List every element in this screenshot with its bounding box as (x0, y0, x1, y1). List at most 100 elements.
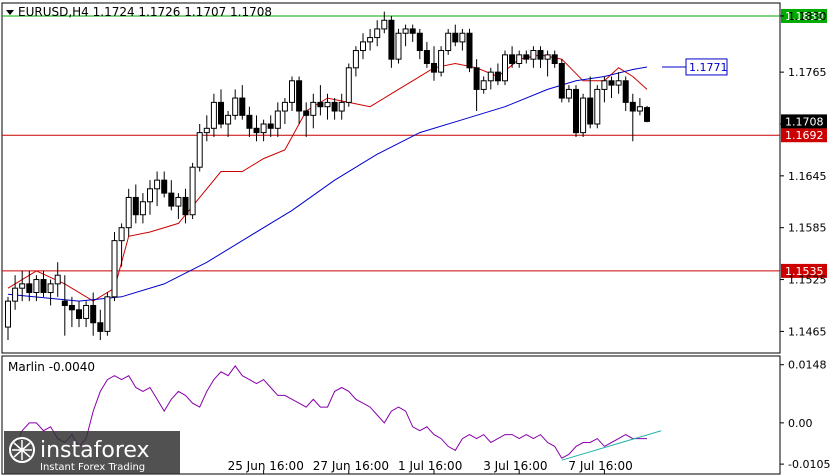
candle-body (104, 296, 111, 332)
candle-body (629, 101, 636, 112)
candle-body (608, 80, 615, 86)
candle-body (33, 279, 40, 294)
candle-body (331, 101, 338, 112)
dropdown-triangle-icon[interactable] (6, 10, 14, 15)
level-tag (781, 263, 827, 278)
candle-body (19, 283, 26, 289)
candle-body (168, 192, 175, 207)
candle-body (147, 188, 153, 203)
ma-value-text: 1.1771 (689, 61, 728, 74)
candle-body (225, 114, 232, 125)
candle-body (324, 101, 331, 108)
time-tick-label: 27 Jun 16:00 (313, 459, 389, 473)
candle-body (473, 67, 480, 90)
time-tick-label: 3 Jul 16:00 (483, 459, 547, 473)
candle-body (40, 279, 47, 294)
candle-body (203, 127, 210, 134)
price-tags: 1.1708 1.1771 (662, 58, 827, 129)
candle-body (296, 80, 303, 112)
candle-body (26, 283, 33, 294)
candle-body (594, 88, 601, 125)
candle-body (118, 227, 125, 242)
candle-body (310, 101, 317, 116)
time-axis: 25 Jun 16:00 27 Jun 16:00 1 Jul 16:00 3 Jul… (228, 459, 633, 474)
candle-body (445, 32, 452, 52)
candle-body (360, 41, 366, 52)
candle-body (636, 106, 643, 112)
price-tick-label: 1.1830 (788, 10, 827, 23)
candle-body (111, 240, 118, 298)
candle-body (303, 110, 310, 116)
candle-body (12, 287, 19, 302)
candle-body (47, 283, 54, 294)
candle-body (452, 32, 459, 43)
indicator-label: Marlin -0.0040 (8, 360, 95, 374)
candle-body (551, 54, 558, 64)
candle-body (161, 179, 168, 194)
price-tick-label: 1.1585 (788, 222, 827, 235)
candle-body (352, 50, 359, 69)
candle-body (90, 304, 97, 324)
candle-body (175, 196, 182, 207)
candle-body (54, 274, 61, 285)
level-tag (781, 8, 827, 23)
candle-body (502, 54, 508, 82)
candle-body (438, 50, 445, 73)
time-tick-label: 25 Jun 16:00 (228, 459, 304, 473)
candle-body (76, 309, 82, 319)
candle-body (565, 88, 572, 99)
candle-body (246, 114, 253, 129)
candle-body (154, 179, 161, 190)
candle-body (367, 37, 374, 43)
candle-body (644, 107, 650, 122)
candle-body (239, 97, 246, 116)
candle-body (381, 19, 388, 30)
ma-value-tag (685, 58, 728, 76)
candle-body (622, 80, 629, 103)
candle-body (5, 300, 11, 328)
candle-body (416, 32, 423, 52)
indicator-tick-label: 0.00 (788, 417, 813, 430)
price-tick-label: 1.1465 (788, 325, 827, 338)
candle-body (530, 50, 537, 60)
candle-body (281, 101, 288, 112)
candle-body (289, 80, 295, 103)
indicator-tick-label: -0.0105 (788, 458, 830, 471)
last-price-text: 1.1708 (785, 115, 824, 128)
price-tick-label: 1.1765 (788, 66, 827, 79)
candle-body (232, 97, 239, 116)
price-tick-label: 1.1645 (788, 170, 827, 183)
last-price-tag (781, 114, 827, 129)
candle-body (189, 166, 196, 216)
candles (5, 11, 650, 341)
candle-body (388, 19, 395, 60)
candle-body (423, 50, 430, 64)
level-tag-text: 1.1830 (785, 10, 824, 23)
candle-body (402, 28, 409, 34)
candle-body (97, 322, 104, 332)
instaforex-logo: instaforex Instant Forex Trading (4, 431, 180, 474)
candle-body (182, 196, 189, 216)
candle-body (338, 101, 345, 112)
candle-body (68, 304, 75, 311)
marlin-indicator: 0.0148 0.00 -0.0105 (7, 359, 830, 471)
candle-body (345, 67, 352, 103)
tagline-text: Instant Forex Trading (40, 462, 145, 473)
time-tick-label: 7 Jul 16:00 (568, 459, 632, 473)
candle-body (132, 196, 139, 216)
candle-body (218, 101, 224, 125)
candle-body (466, 32, 473, 69)
candle-body (196, 132, 203, 168)
candle-body (317, 101, 324, 108)
candle-body (139, 201, 146, 216)
candle-body (274, 110, 281, 129)
candle-body (523, 54, 530, 60)
marlin-line (7, 365, 647, 459)
candle-body (260, 123, 267, 134)
candle-body (544, 54, 551, 60)
level-tag (781, 128, 827, 143)
candle-body (537, 50, 544, 60)
price-tick-label: 1.1525 (788, 274, 827, 287)
candle-body (516, 54, 523, 64)
candle-body (580, 97, 587, 134)
